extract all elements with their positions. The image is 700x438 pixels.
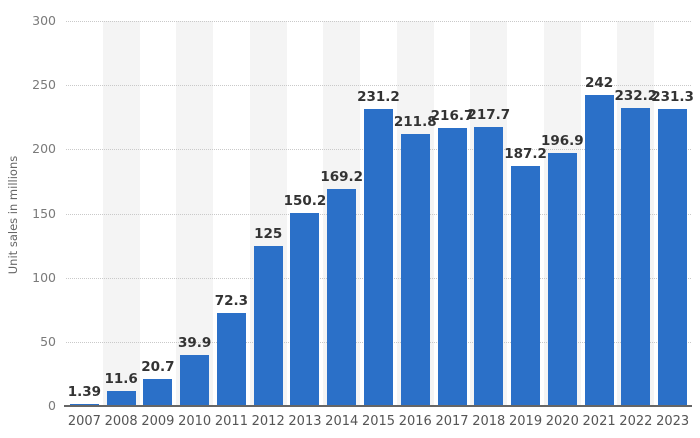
- bar-value-label: 150.2: [283, 193, 327, 210]
- y-axis-tick-label: 100: [32, 269, 56, 285]
- bar-value-label: 187.2: [504, 145, 547, 162]
- bar-2010[interactable]: [180, 354, 210, 406]
- x-axis-tick-label: 2017: [435, 414, 469, 429]
- x-axis-tick-label: 2016: [398, 414, 432, 429]
- x-axis-tick-label: 2023: [656, 414, 690, 429]
- bar-value-label: 211.8: [393, 114, 437, 131]
- bar-value-label: 125: [254, 225, 283, 242]
- x-axis-tick-label: 2020: [545, 414, 579, 429]
- bar-2019[interactable]: [511, 165, 541, 406]
- x-axis-tick-label: 2015: [361, 414, 396, 429]
- bar-2023[interactable]: [658, 109, 688, 406]
- bar-2011[interactable]: [216, 313, 246, 406]
- bar-2012[interactable]: [253, 245, 283, 406]
- bar-value-label: 196.9: [540, 133, 584, 150]
- bar-value-label: 20.7: [141, 359, 175, 376]
- x-axis-tick-label: 2018: [472, 414, 506, 429]
- y-axis-tick-label: 0: [48, 398, 56, 413]
- bar-value-label: 216.7: [430, 107, 474, 124]
- x-axis-line: [64, 405, 692, 407]
- bar-value-label: 231.2: [357, 89, 400, 106]
- y-axis-tick-label: 300: [32, 13, 56, 28]
- bar-value-label: 72.3: [214, 293, 249, 310]
- x-axis-tick-label: 2019: [509, 414, 543, 429]
- bar-value-label: 1.39: [67, 384, 102, 400]
- x-axis-tick-label: 2012: [251, 414, 285, 429]
- bar-2015[interactable]: [364, 109, 393, 406]
- bar-2018[interactable]: [474, 126, 504, 406]
- bar-2021[interactable]: [584, 95, 614, 406]
- bar-2016[interactable]: [400, 134, 430, 406]
- bar-2009[interactable]: [143, 379, 173, 406]
- x-axis-tick-label: 2022: [619, 414, 653, 429]
- bar-value-label: 242: [584, 75, 614, 92]
- y-axis-tick-label: 50: [40, 333, 56, 349]
- bar-2008[interactable]: [106, 391, 136, 406]
- x-axis-tick-label: 2010: [178, 414, 212, 429]
- x-axis-tick-label: 2021: [582, 414, 616, 429]
- x-axis-tick-label: 2009: [141, 414, 175, 429]
- bar-2017[interactable]: [437, 127, 467, 406]
- y-gridline: [66, 85, 691, 87]
- bar-2020[interactable]: [547, 153, 577, 406]
- bar-value-label: 11.6: [104, 371, 138, 388]
- bar-2014[interactable]: [327, 188, 357, 406]
- y-axis-tick-label: 200: [32, 141, 56, 157]
- bar-2013[interactable]: [290, 213, 320, 406]
- x-axis-tick-label: 2008: [104, 414, 138, 429]
- x-axis-tick-label: 2013: [288, 414, 322, 429]
- x-axis-tick-label: 2011: [214, 414, 248, 429]
- bar-2022[interactable]: [621, 108, 651, 406]
- y-gridline: [66, 21, 691, 22]
- y-axis-tick-label: 250: [32, 77, 56, 93]
- bar-value-label: 169.2: [320, 168, 364, 185]
- x-axis-tick-label: 2007: [67, 414, 101, 429]
- bar-value-label: 232.2: [614, 88, 658, 104]
- y-axis-tick-label: 150: [32, 205, 56, 221]
- bar-value-label: 217.7: [467, 106, 511, 123]
- bar-value-label: 39.9: [178, 334, 212, 351]
- x-axis-tick-label: 2014: [325, 414, 359, 429]
- bar-value-label: 231.3: [651, 89, 694, 106]
